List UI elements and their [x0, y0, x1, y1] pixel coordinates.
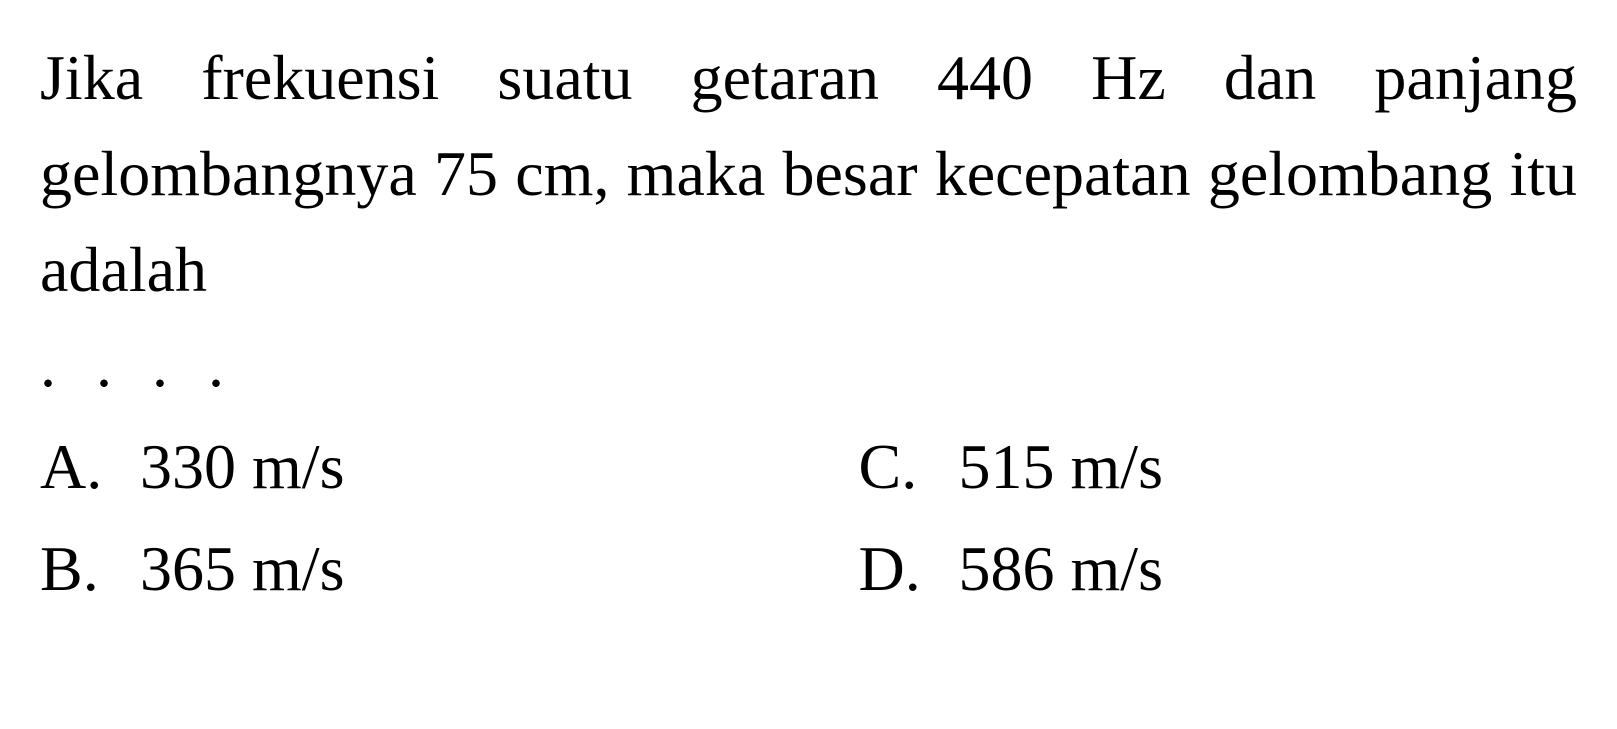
question-dots: . . . . [40, 328, 1577, 402]
option-b: B. 365 m/s [40, 524, 759, 614]
option-a: A. 330 m/s [40, 422, 759, 512]
question-container: Jika frekuensi suatu getaran 440 Hz dan … [40, 30, 1577, 613]
options-container: A. 330 m/s C. 515 m/s B. 365 m/s D. 586 … [40, 422, 1577, 613]
option-value: 330 m/s [140, 422, 344, 512]
option-value: 365 m/s [140, 524, 344, 614]
option-letter: C. [859, 422, 959, 512]
option-d: D. 586 m/s [859, 524, 1578, 614]
option-value: 515 m/s [959, 422, 1163, 512]
option-letter: D. [859, 524, 959, 614]
option-value: 586 m/s [959, 524, 1163, 614]
option-letter: B. [40, 524, 140, 614]
option-c: C. 515 m/s [859, 422, 1578, 512]
question-text: Jika frekuensi suatu getaran 440 Hz dan … [40, 30, 1577, 318]
option-letter: A. [40, 422, 140, 512]
